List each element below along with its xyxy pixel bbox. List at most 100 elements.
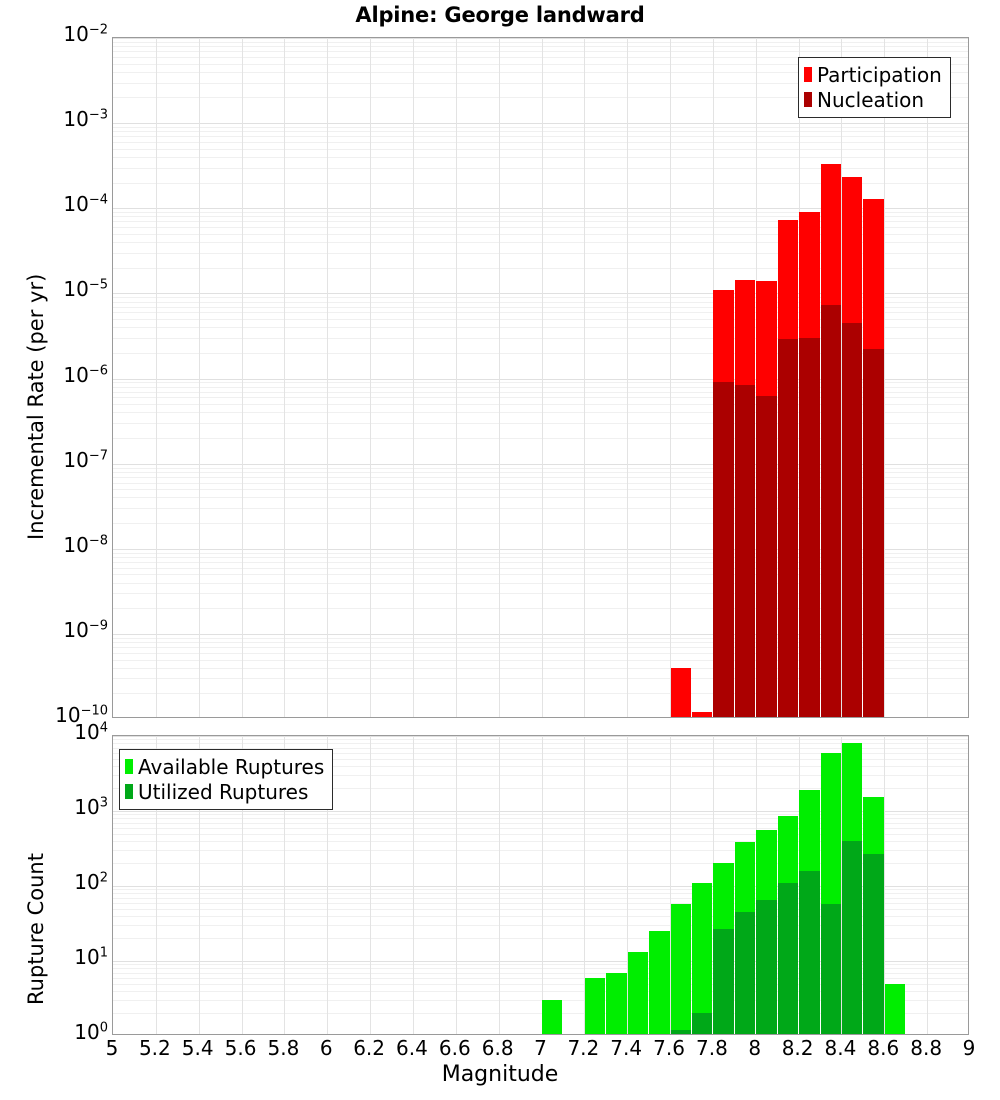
gridline-minor	[113, 653, 968, 654]
bar-available-ruptures	[606, 972, 627, 1034]
gridline-minor	[113, 404, 968, 405]
gridline-minor	[113, 743, 968, 744]
y-tick-label: 10−5	[63, 277, 108, 302]
bar-utilized-ruptures	[820, 904, 841, 1034]
bar-utilized-ruptures	[777, 882, 799, 1034]
gridline-minor	[113, 508, 968, 509]
gridline-vertical	[841, 38, 842, 717]
gridline-minor	[113, 828, 968, 829]
legend-item-utilized-ruptures: Utilized Ruptures	[125, 779, 324, 804]
gridline-vertical	[499, 736, 500, 1034]
gridline-vertical	[284, 736, 285, 1034]
gridline-minor	[113, 863, 968, 864]
gridline-major	[113, 886, 968, 887]
gridline-minor	[113, 302, 968, 303]
gridline-minor	[113, 131, 968, 132]
x-tick-label: 8.2	[781, 1036, 814, 1060]
gridline-minor	[113, 991, 968, 992]
bar-nucleation	[863, 349, 884, 717]
x-tick-label: 6.2	[353, 1036, 385, 1060]
gridline-vertical	[413, 736, 414, 1034]
gridline-minor	[113, 468, 968, 469]
bar-available-ruptures	[584, 977, 606, 1034]
bar-utilized-ruptures	[799, 870, 820, 1034]
y-tick-label: 10−9	[63, 617, 108, 642]
x-tick-label: 6	[319, 1036, 333, 1060]
gridline-major	[113, 961, 968, 962]
gridline-minor	[113, 268, 968, 269]
gridline-minor	[113, 574, 968, 575]
gridline-major	[113, 293, 968, 294]
gridline-minor	[113, 64, 968, 65]
utilized-ruptures-color-swatch	[125, 784, 133, 799]
x-tick-label: 9	[962, 1036, 976, 1060]
y-tick-label: 100	[74, 1020, 108, 1044]
gridline-major	[113, 379, 968, 380]
bar-nucleation	[820, 305, 841, 717]
participation-color-swatch	[804, 67, 812, 82]
gridline-minor	[113, 1000, 968, 1001]
y-tick-label: 10−10	[55, 703, 108, 727]
y-tick-label: 102	[74, 870, 108, 894]
gridline-minor	[113, 568, 968, 569]
gridline-minor	[113, 312, 968, 313]
gridline-minor	[113, 834, 968, 835]
legend-item-available-ruptures: Available Ruptures	[125, 754, 324, 779]
gridline-minor	[113, 497, 968, 498]
gridline-minor	[113, 841, 968, 842]
incremental-rate-plot	[112, 37, 969, 718]
y-tick-label: 10−3	[63, 107, 108, 132]
gridline-minor	[113, 382, 968, 383]
page-title: Alpine: George landward	[355, 3, 645, 27]
x-tick-label: 8.4	[824, 1036, 857, 1060]
gridline-minor	[113, 608, 968, 609]
bar-available-ruptures	[542, 1000, 563, 1034]
y-tick-label: 104	[74, 720, 108, 744]
gridline-minor	[113, 477, 968, 478]
gridline-major	[113, 634, 968, 635]
bar-available-ruptures	[670, 903, 691, 1034]
bar-utilized-ruptures	[734, 912, 756, 1034]
gridline-minor	[113, 327, 968, 328]
top-panel-y-axis-title: Incremental Rate (per yr)	[24, 273, 48, 540]
gridline-minor	[113, 136, 968, 137]
gridline-minor	[113, 850, 968, 851]
gridline-minor	[113, 307, 968, 308]
gridline-minor	[113, 898, 968, 899]
gridline-minor	[113, 647, 968, 648]
gridline-vertical	[199, 38, 200, 717]
y-tick-label: 10−8	[63, 532, 108, 557]
legend-label-utilized-ruptures: Utilized Ruptures	[138, 779, 309, 804]
gridline-minor	[113, 212, 968, 213]
gridline-minor	[113, 668, 968, 669]
gridline-vertical	[327, 38, 328, 717]
gridline-minor	[113, 909, 968, 910]
bar-utilized-ruptures	[863, 853, 884, 1034]
bar-participation	[670, 667, 691, 717]
gridline-vertical	[156, 736, 157, 1034]
legend-label-available-ruptures: Available Ruptures	[138, 754, 325, 779]
x-tick-label: 6.4	[396, 1036, 428, 1060]
x-axis-title: Magnitude	[441, 1062, 559, 1087]
gridline-minor	[113, 562, 968, 563]
gridline-minor	[113, 97, 968, 98]
y-tick-label: 101	[74, 945, 108, 969]
gridline-vertical	[584, 736, 585, 1034]
gridline-vertical	[584, 38, 585, 717]
x-tick-label: 5	[105, 1036, 119, 1060]
gridline-minor	[113, 693, 968, 694]
y-tick-label: 10−7	[63, 447, 108, 472]
gridline-minor	[113, 1013, 968, 1014]
gridline-minor	[113, 638, 968, 639]
y-tick-label: 10−6	[63, 362, 108, 387]
available-ruptures-color-swatch	[125, 759, 133, 774]
gridline-minor	[113, 593, 968, 594]
gridline-minor	[113, 472, 968, 473]
gridline-minor	[113, 127, 968, 128]
gridline-minor	[113, 973, 968, 974]
gridline-vertical	[413, 38, 414, 717]
y-tick-label: 10−2	[63, 22, 108, 46]
gridline-minor	[113, 387, 968, 388]
bar-utilized-ruptures	[670, 1030, 691, 1034]
gridline-minor	[113, 642, 968, 643]
